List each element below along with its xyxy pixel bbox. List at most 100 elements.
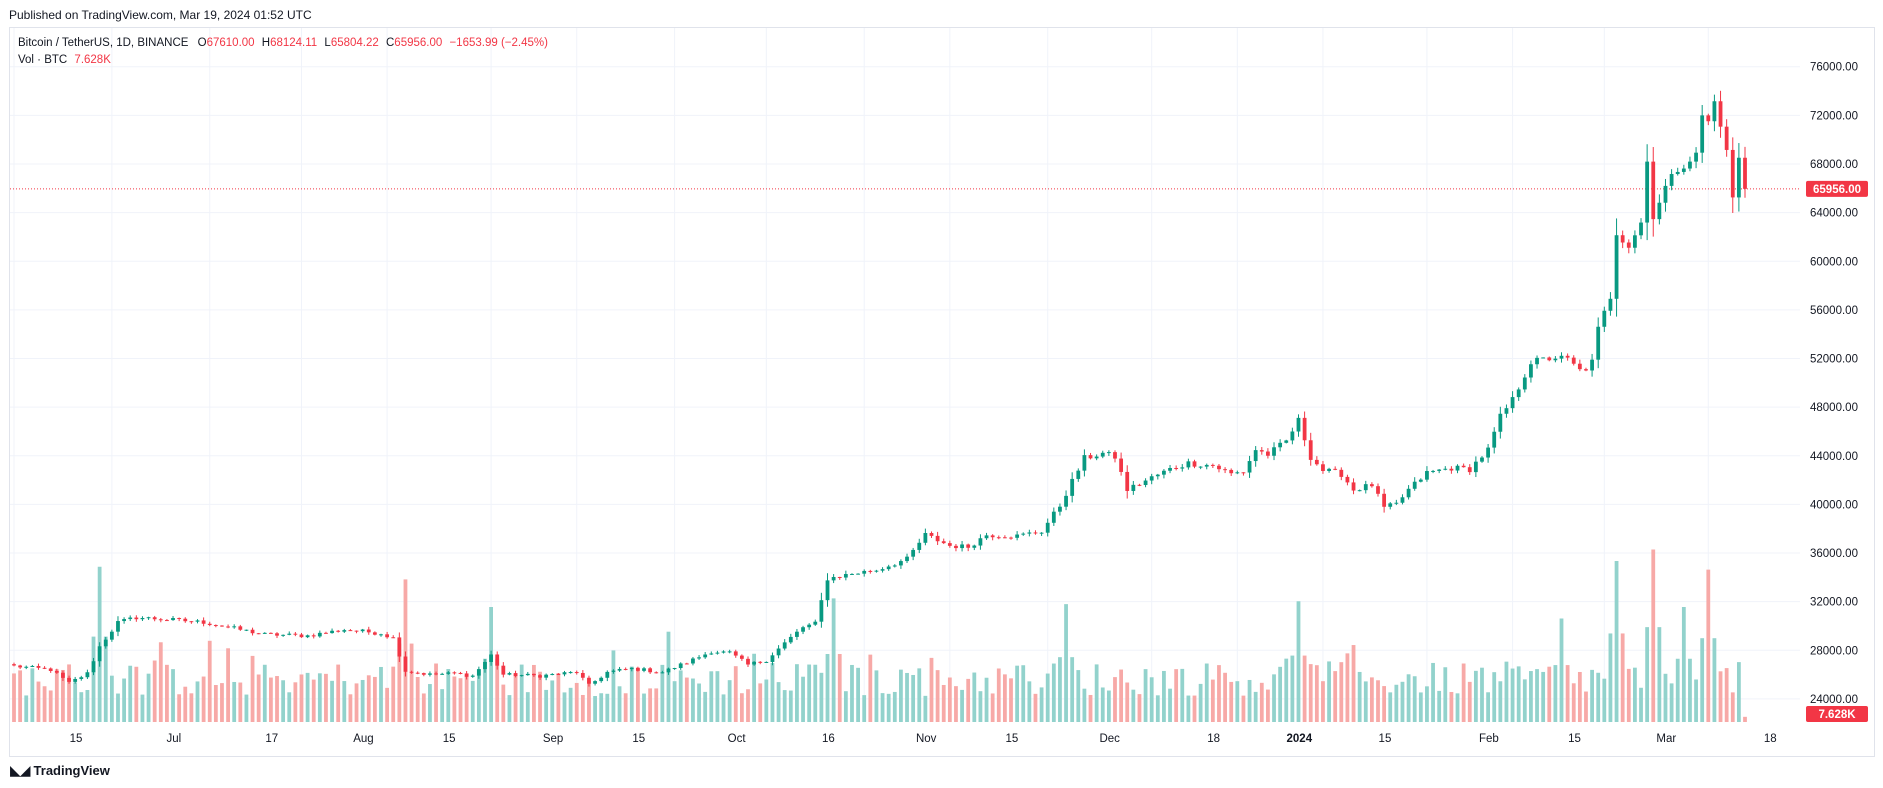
candle-body <box>336 630 341 632</box>
candle-body <box>311 635 316 637</box>
volume-bar <box>1186 695 1191 722</box>
candle-body <box>213 625 218 627</box>
volume-bar <box>1498 681 1503 722</box>
candle-body <box>929 533 934 536</box>
volume-bar <box>1706 569 1711 722</box>
volume-bar <box>1039 687 1044 722</box>
volume-bar <box>1314 665 1319 722</box>
volume-bar <box>116 693 120 722</box>
candle-body <box>1504 408 1509 414</box>
volume-bar <box>269 677 273 722</box>
volume-bar <box>67 664 71 722</box>
candle-body <box>220 625 224 627</box>
volume-bar <box>562 692 567 722</box>
volume-bar <box>984 677 989 722</box>
legend-symbol[interactable]: Bitcoin / TetherUS, 1D, BINANCE <box>18 37 189 49</box>
volume-bar <box>1645 627 1650 722</box>
candle-body <box>1253 450 1258 462</box>
volume-bar <box>1321 681 1325 722</box>
volume-bar <box>1058 657 1062 722</box>
volume-bar <box>1002 674 1007 722</box>
candle-body <box>464 673 469 677</box>
candle-body <box>666 668 671 673</box>
volume-bar <box>281 680 286 722</box>
price-axis[interactable]: 76000.00 72000.00 68000.00 64000.00 60000.00… <box>1810 62 1858 706</box>
volume-bar <box>1106 690 1111 722</box>
candle-body <box>18 665 23 668</box>
volume-bar <box>1455 693 1460 722</box>
volume-bar <box>140 694 145 722</box>
volume-bar <box>1339 662 1344 722</box>
legend-volume-label[interactable]: Vol · BTC <box>18 54 68 66</box>
candle-body <box>795 631 799 637</box>
candle-body <box>1100 452 1105 457</box>
volume-bar <box>1125 682 1130 722</box>
time-tick-label: Aug <box>353 733 373 745</box>
time-axis[interactable]: 15 Jul 17 Aug 15 Sep 15 Oct 16 Nov 15 Dec 18 2024 15 Fe… <box>70 733 1777 745</box>
time-tick-label: 18 <box>1764 733 1777 745</box>
volume-bar <box>1296 601 1301 722</box>
candle-body <box>1217 465 1221 470</box>
volume-bar <box>24 695 29 722</box>
volume-bar <box>495 658 500 722</box>
candle-body <box>1596 326 1601 360</box>
candle-body <box>1529 364 1533 378</box>
volume-bar <box>109 675 114 722</box>
candle-body <box>1266 451 1270 456</box>
candle-body <box>1168 467 1172 471</box>
candle-body <box>1259 450 1264 452</box>
candle-body <box>1492 431 1497 448</box>
candle-body <box>1369 484 1374 487</box>
volume-bar <box>299 674 304 722</box>
price-tick-label: 28000.00 <box>1810 645 1858 657</box>
volume-bar <box>1626 668 1631 722</box>
volume-bar <box>1492 672 1497 722</box>
last-price-badge-label: 65956.00 <box>1813 184 1861 196</box>
time-tick-label: Sep <box>543 733 563 745</box>
volume-bar <box>1449 691 1454 722</box>
price-tick-label: 48000.00 <box>1810 402 1858 414</box>
candle-body <box>177 618 182 620</box>
volume-bar <box>868 654 873 722</box>
candle-body <box>30 665 35 667</box>
volume-bar <box>1113 677 1117 722</box>
volume-bar <box>1223 672 1227 722</box>
candle-body <box>1425 471 1429 480</box>
candle-body <box>1186 461 1191 468</box>
candle-body <box>122 619 126 622</box>
time-tick-label: 18 <box>1207 733 1220 745</box>
volume-bar <box>629 666 634 722</box>
candle-body <box>1455 465 1460 471</box>
volume-bar <box>73 682 78 722</box>
candle-body <box>923 533 928 543</box>
candle-body <box>1467 467 1472 473</box>
candle-body <box>635 667 640 671</box>
candle-body <box>415 672 420 674</box>
candle-body <box>764 661 769 663</box>
candle-body <box>1302 417 1307 441</box>
candle-body <box>1333 468 1338 470</box>
volume-bar <box>409 643 414 722</box>
volume-bar <box>476 669 481 722</box>
volume-bar <box>1633 667 1637 722</box>
candle-body <box>1639 222 1643 236</box>
candle-body <box>1094 456 1099 459</box>
candle-body <box>1431 470 1435 472</box>
candle-body <box>801 627 805 632</box>
volume-bar <box>220 683 224 722</box>
volume-bar <box>929 657 934 722</box>
volume-bar <box>746 689 750 722</box>
volume-bar <box>1584 691 1588 722</box>
candle-body <box>580 672 585 678</box>
volume-bar <box>134 666 139 722</box>
volume-bar <box>642 693 646 722</box>
candle-body <box>299 634 304 638</box>
candle-body <box>201 620 206 624</box>
candle-body <box>678 663 683 669</box>
candle-body <box>1357 490 1362 492</box>
tradingview-brand[interactable]: ◣◢ TradingView <box>10 762 110 779</box>
volume-bar <box>1602 678 1607 722</box>
volume-bar <box>1535 669 1539 722</box>
volume-bar <box>697 683 701 722</box>
